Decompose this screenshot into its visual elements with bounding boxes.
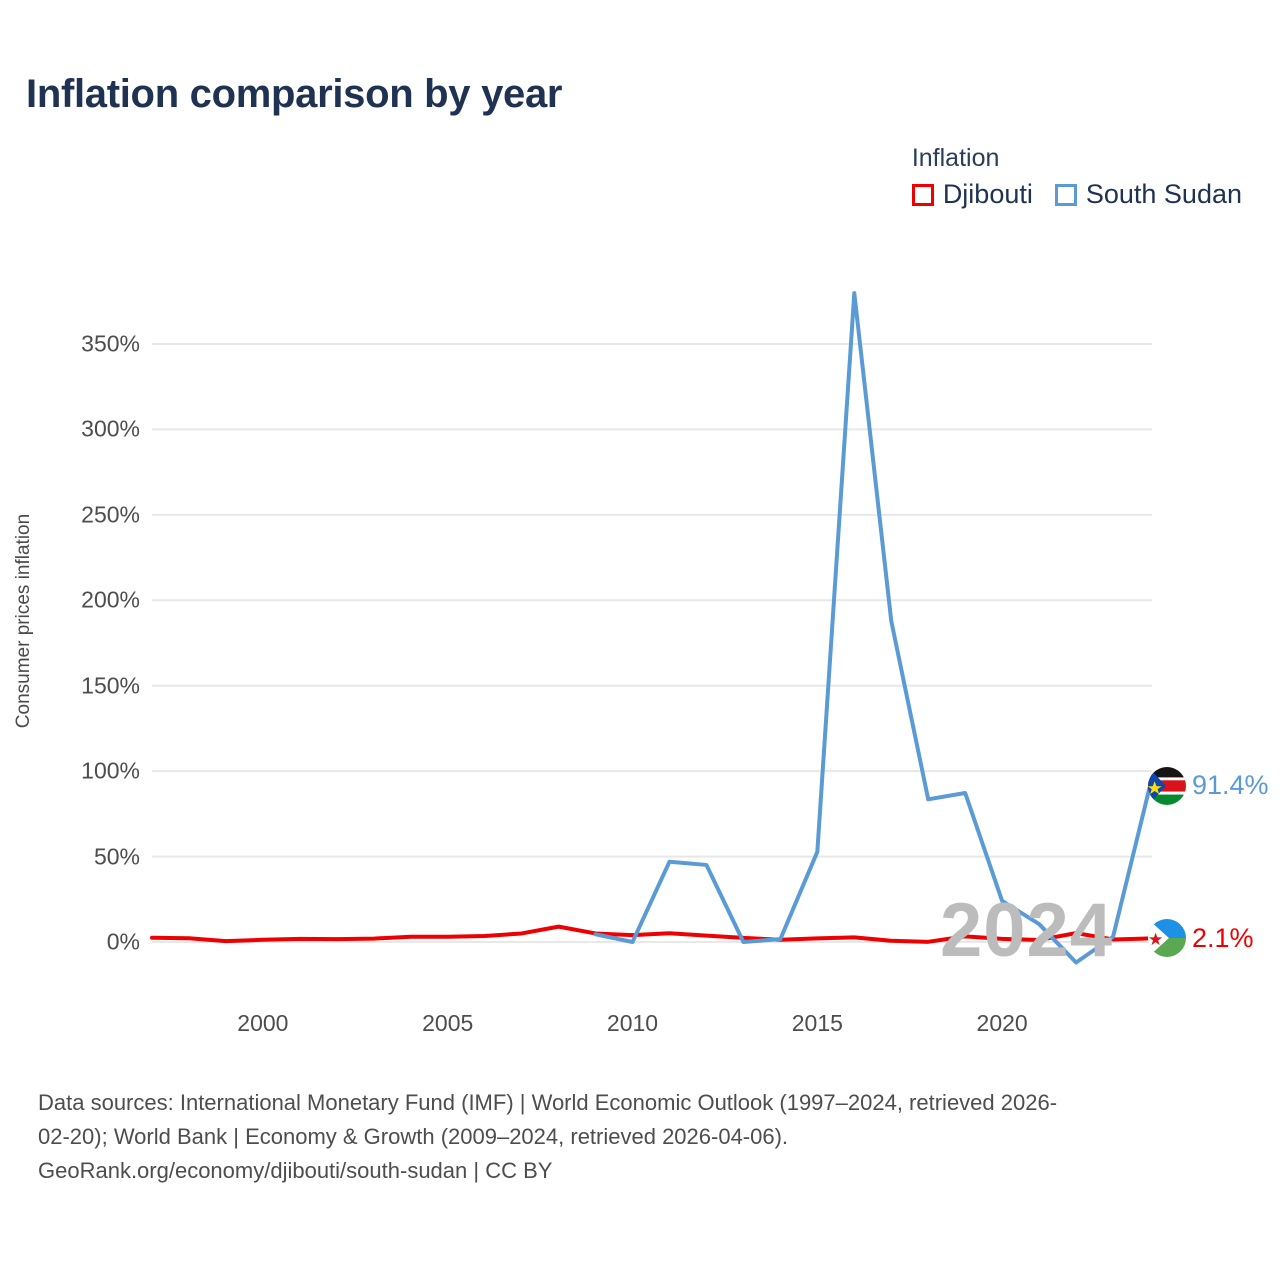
footer-line-3: GeoRank.org/economy/djibouti/south-sudan… xyxy=(38,1158,553,1183)
endpoint-south-sudan: 91.4% xyxy=(1148,766,1269,805)
series-line-djibouti xyxy=(150,924,1152,944)
legend-items: Djibouti South Sudan xyxy=(911,179,1242,210)
x-tick-label: 2000 xyxy=(237,1010,289,1036)
y-axis-ticks: 0% 50% 100% 150% 200% 250% 300% 350% xyxy=(0,0,140,1280)
x-tick-label: 2005 xyxy=(422,1010,474,1036)
legend-swatch-south-sudan-icon xyxy=(1054,183,1077,206)
endpoint-djibouti: 2.1% xyxy=(1148,919,1254,958)
legend-title: Inflation xyxy=(911,144,1000,172)
footer-line-1: Data sources: International Monetary Fun… xyxy=(38,1090,1058,1115)
endpoint-value-djibouti: 2.1% xyxy=(1192,922,1254,953)
footer-sources: Data sources: International Monetary Fun… xyxy=(38,1086,1263,1188)
legend-item-south-sudan[interactable]: South Sudan xyxy=(1054,179,1242,210)
djibouti-flag-icon xyxy=(1148,919,1186,958)
x-tick-label: 2020 xyxy=(976,1010,1028,1036)
y-tick-label: 300% xyxy=(81,415,140,442)
chart-legend: Inflation Djibouti South Sudan xyxy=(911,144,1242,210)
series-line-south-sudan xyxy=(593,291,1152,965)
y-tick-label: 200% xyxy=(81,586,140,613)
x-tick-label: 2015 xyxy=(791,1010,843,1036)
y-tick-label: 150% xyxy=(81,672,140,699)
y-tick-label: 50% xyxy=(93,843,140,870)
y-tick-label: 350% xyxy=(81,330,140,357)
legend-label-south-sudan: South Sudan xyxy=(1085,179,1242,209)
chart-title: Inflation comparison by year xyxy=(26,72,563,116)
y-tick-label: 250% xyxy=(81,501,140,528)
endpoint-value-south-sudan: 91.4% xyxy=(1192,770,1269,801)
south-sudan-flag-icon xyxy=(1148,766,1186,805)
legend-item-djibouti[interactable]: Djibouti xyxy=(911,179,1033,210)
x-tick-label: 2010 xyxy=(606,1010,659,1036)
year-watermark: 2024 xyxy=(940,888,1114,973)
y-tick-label: 0% xyxy=(106,928,140,955)
footer-line-2: 02-20); World Bank | Economy & Growth (2… xyxy=(38,1124,789,1149)
legend-swatch-djibouti-icon xyxy=(911,183,934,206)
y-tick-label: 100% xyxy=(81,757,140,784)
legend-label-djibouti: Djibouti xyxy=(942,179,1033,209)
